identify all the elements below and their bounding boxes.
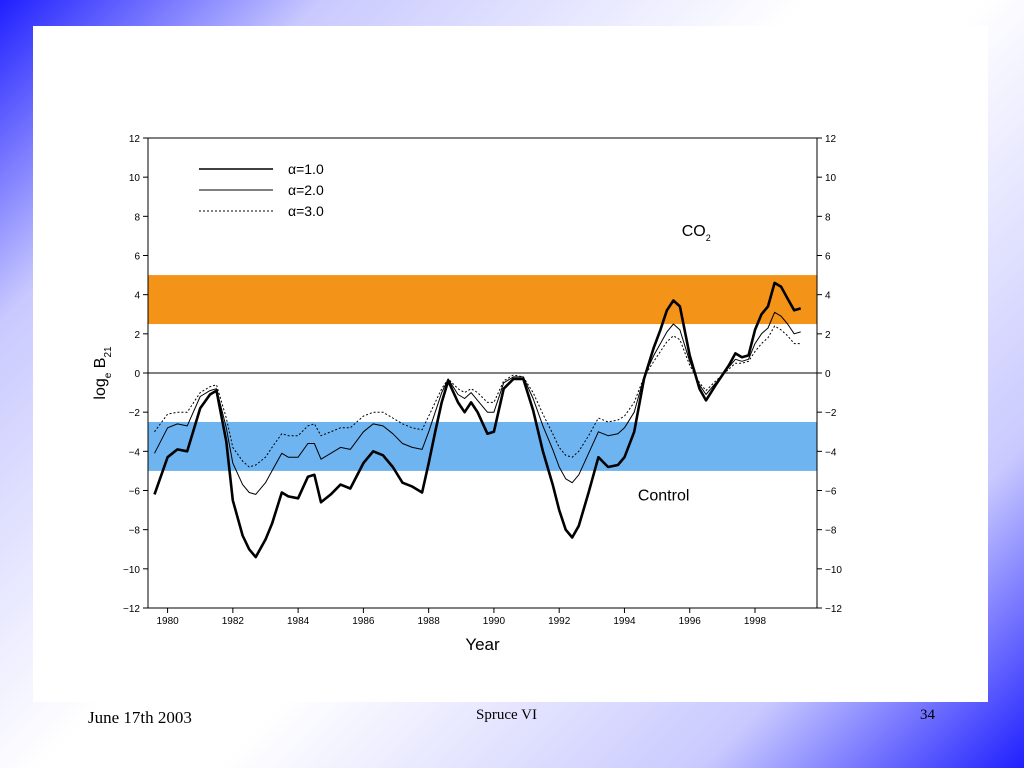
x-axis-label: Year bbox=[465, 635, 500, 654]
footer-date: June 17th 2003 bbox=[88, 708, 192, 727]
x-tick-label: 1984 bbox=[287, 616, 310, 627]
y-tick-label-left: 0 bbox=[134, 369, 140, 380]
x-tick-label: 1986 bbox=[352, 616, 375, 627]
x-tick-label: 1982 bbox=[222, 616, 245, 627]
legend-label-1: α=1.0 bbox=[288, 161, 324, 177]
footer-title: Spruce VI bbox=[476, 707, 537, 723]
y-tick-label-right: −12 bbox=[825, 604, 842, 615]
y-tick-label-right: −6 bbox=[825, 487, 837, 498]
y-tick-label-left: 6 bbox=[134, 252, 140, 263]
x-tick-label: 1988 bbox=[418, 616, 441, 627]
y-tick-label-right: −2 bbox=[825, 408, 837, 419]
y-tick-label-right: −10 bbox=[825, 565, 842, 576]
y-tick-label-left: 12 bbox=[129, 134, 141, 145]
y-tick-label-right: 8 bbox=[825, 212, 831, 223]
x-tick-label: 1992 bbox=[548, 616, 571, 627]
y-tick-label-left: −12 bbox=[123, 604, 140, 615]
y-tick-label-right: 0 bbox=[825, 369, 831, 380]
y-tick-label-left: −6 bbox=[129, 487, 141, 498]
band-low bbox=[148, 421, 817, 471]
x-tick-label: 1980 bbox=[156, 616, 179, 627]
y-axis-label: loge B21 bbox=[92, 346, 114, 400]
x-tick-label: 1990 bbox=[483, 616, 506, 627]
series-line-2 bbox=[154, 311, 801, 495]
band-high bbox=[148, 275, 817, 325]
y-tick-label-right: −8 bbox=[825, 526, 837, 537]
y-tick-label-left: −4 bbox=[129, 447, 141, 458]
y-tick-label-right: 12 bbox=[825, 134, 837, 145]
y-tick-label-left: 10 bbox=[129, 173, 141, 184]
co2-label: CO2 bbox=[682, 223, 711, 243]
legend: α=1.0 α=2.0 α=3.0 bbox=[199, 161, 324, 219]
x-tick-label: 1996 bbox=[679, 616, 702, 627]
y-tick-label-right: 10 bbox=[825, 173, 837, 184]
y-tick-label-right: 2 bbox=[825, 330, 831, 341]
series-layer bbox=[153, 281, 802, 559]
footer-page-number: 34 bbox=[920, 707, 935, 723]
annotations: CO2 Control bbox=[638, 223, 711, 504]
y-tick-label-right: −4 bbox=[825, 447, 837, 458]
legend-label-3: α=3.0 bbox=[288, 203, 324, 219]
ticks-layer: −12 −12 −10 −10 −8 −8 −6 −6 −4 −4 −2 −2 0 0 2 2 4 4 6 6 8 8 10… bbox=[123, 134, 842, 627]
bands-layer bbox=[148, 275, 817, 471]
slide-panel: −12 −12 −10 −10 −8 −8 −6 −6 −4 −4 −2 −2 0 0 2 2 4 4 6 6 8 8 10… bbox=[33, 26, 988, 702]
series-line-3 bbox=[154, 325, 801, 468]
legend-label-2: α=2.0 bbox=[288, 182, 324, 198]
y-tick-label-left: 4 bbox=[134, 291, 140, 302]
y-tick-label-left: −2 bbox=[129, 408, 141, 419]
control-label: Control bbox=[638, 487, 690, 504]
y-tick-label-right: 4 bbox=[825, 291, 831, 302]
series-line-1 bbox=[153, 281, 802, 559]
y-tick-label-left: 8 bbox=[134, 212, 140, 223]
y-tick-label-left: −10 bbox=[123, 565, 140, 576]
x-tick-label: 1998 bbox=[744, 616, 767, 627]
chart: −12 −12 −10 −10 −8 −8 −6 −6 −4 −4 −2 −2 0 0 2 2 4 4 6 6 8 8 10… bbox=[92, 134, 842, 654]
y-tick-label-left: 2 bbox=[134, 330, 140, 341]
y-tick-label-right: 6 bbox=[825, 252, 831, 263]
x-tick-label: 1994 bbox=[613, 616, 636, 627]
y-tick-label-left: −8 bbox=[129, 526, 141, 537]
